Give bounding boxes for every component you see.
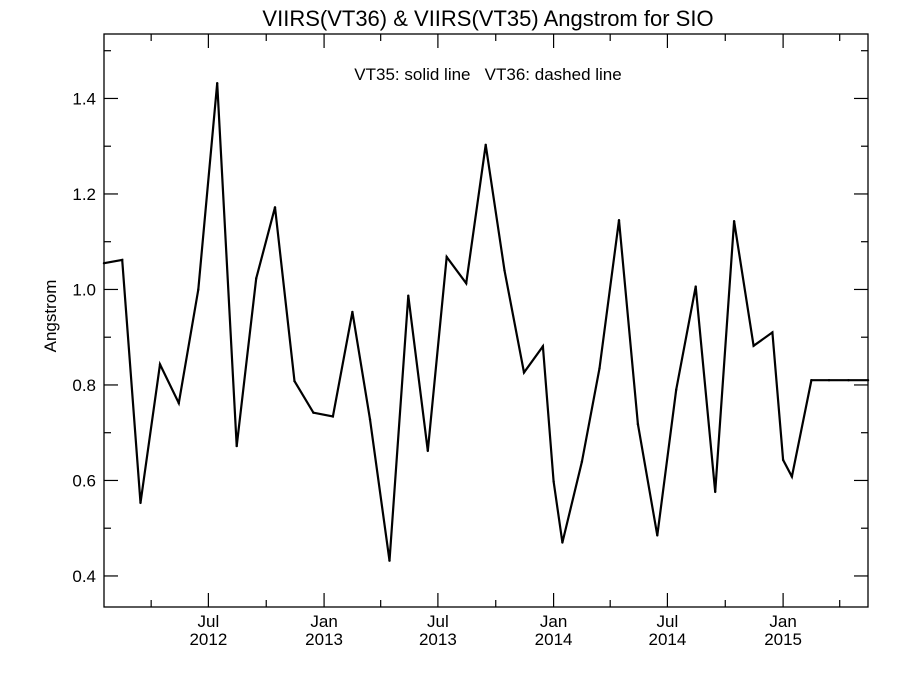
data-point (694, 285, 697, 288)
data-point (177, 401, 180, 405)
data-point (580, 460, 584, 463)
data-point (197, 288, 200, 291)
data-point (598, 367, 601, 370)
data-point (445, 255, 448, 259)
data-point (866, 379, 870, 382)
series-line-solid (103, 83, 868, 561)
data-point (255, 277, 258, 280)
x-tick-label-month: Jan (310, 612, 337, 631)
data-point (273, 206, 277, 209)
data-point (541, 345, 545, 348)
x-tick-label-month: Jul (198, 612, 220, 631)
data-point (552, 480, 555, 483)
data-point (388, 559, 391, 562)
axis-ticks (104, 34, 868, 607)
data-point (121, 258, 124, 262)
data-point (847, 379, 850, 382)
data-point (139, 501, 142, 505)
data-point (827, 379, 831, 382)
y-tick-label: 1.0 (72, 280, 96, 299)
y-tick-label: 0.6 (72, 471, 96, 490)
data-point (522, 371, 526, 374)
data-point (407, 294, 410, 297)
data-point (484, 143, 487, 146)
y-tick-label: 1.2 (72, 185, 96, 204)
data-point (503, 269, 506, 272)
x-tick-label-month: Jan (769, 612, 796, 631)
data-point (675, 388, 678, 391)
data-point (636, 422, 640, 426)
x-tick-label-month: Jul (657, 612, 679, 631)
data-point (732, 220, 736, 223)
x-tick-label-month: Jul (427, 612, 449, 631)
x-tick-label-year: 2013 (305, 630, 343, 649)
x-tick-label-year: 2014 (648, 630, 686, 649)
data-point (465, 282, 468, 285)
data-point (216, 82, 219, 85)
data-point (752, 344, 755, 347)
data-point (102, 262, 106, 265)
series-layer (102, 82, 870, 562)
data-point (790, 475, 794, 478)
x-tick-label-year: 2012 (189, 630, 227, 649)
data-point (312, 411, 315, 414)
x-tick-label-month: Jan (540, 612, 567, 631)
data-point (426, 449, 429, 453)
tick-labels: 0.40.60.81.01.21.4Jul2012Jan2013Jul2013J… (72, 89, 802, 649)
y-tick-label: 0.4 (72, 567, 96, 586)
x-tick-label-year: 2013 (419, 630, 457, 649)
data-point (368, 418, 372, 421)
y-tick-label: 1.4 (72, 89, 96, 108)
data-point (293, 379, 296, 383)
chart-annotation: VT35: solid line VT36: dashed line (354, 65, 621, 84)
plot-frame (103, 33, 869, 608)
data-point (714, 490, 717, 494)
data-point (351, 310, 354, 314)
data-point (771, 331, 774, 334)
data-point (617, 219, 621, 222)
data-point (235, 444, 238, 448)
data-point (158, 363, 162, 366)
y-tick-label: 0.8 (72, 376, 96, 395)
data-point (656, 534, 659, 537)
x-tick-label-year: 2015 (764, 630, 802, 649)
data-point (331, 415, 335, 418)
x-tick-label-year: 2014 (535, 630, 573, 649)
chart-title: VIIRS(VT36) & VIIRS(VT35) Angstrom for S… (262, 6, 713, 31)
data-point (781, 458, 785, 462)
y-axis-title: Angstrom (41, 280, 60, 353)
data-point (561, 541, 564, 544)
data-point (810, 379, 813, 382)
